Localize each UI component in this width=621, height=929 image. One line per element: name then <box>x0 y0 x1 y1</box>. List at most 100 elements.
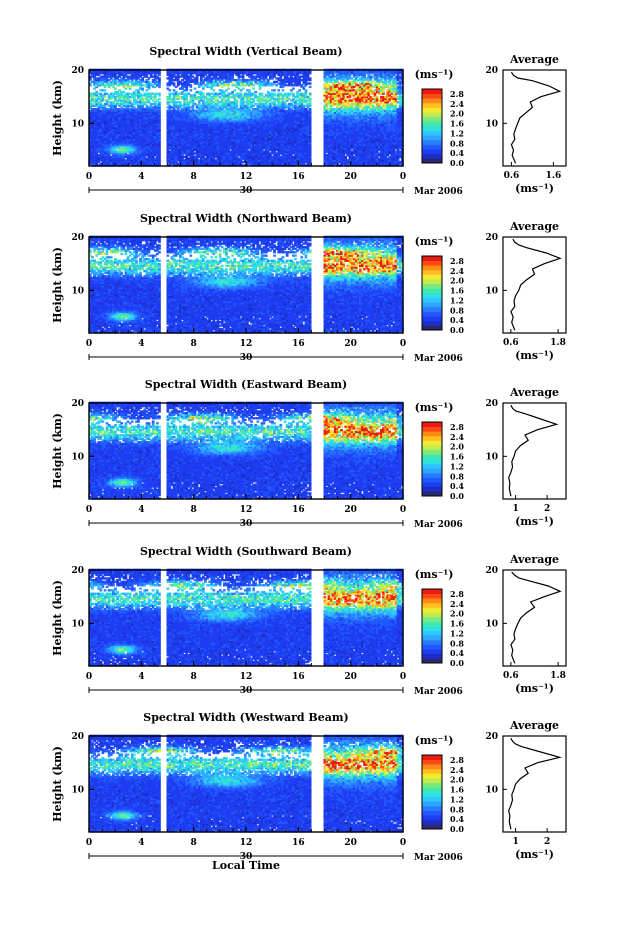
heatmap-cell <box>114 126 117 129</box>
heatmap-cell <box>143 108 147 111</box>
heatmap-cell <box>107 159 111 162</box>
heatmap-cell <box>174 125 178 128</box>
heatmap-cell <box>174 104 178 107</box>
heatmap-cell <box>118 119 121 123</box>
heatmap-cell <box>103 143 107 147</box>
heatmap-cell <box>179 125 182 128</box>
heatmap-cell <box>112 118 115 121</box>
heatmap-cell <box>97 97 101 100</box>
heatmap-cell <box>128 92 132 95</box>
heatmap-cell <box>97 160 101 164</box>
heatmap-cell <box>166 142 170 145</box>
heatmap-cell <box>135 140 138 143</box>
heatmap-cell <box>122 160 126 164</box>
heatmap-cell <box>124 87 128 90</box>
heatmap-cell <box>168 70 172 73</box>
heatmap-cell <box>107 130 111 133</box>
heatmap-cell <box>183 135 186 138</box>
heatmap-cell <box>97 142 101 145</box>
heatmap-cell <box>145 116 149 119</box>
heatmap-cell <box>97 106 101 109</box>
heatmap-cell <box>91 96 94 99</box>
heatmap-cell <box>118 137 121 140</box>
heatmap-cell <box>172 147 176 150</box>
heatmap-cell <box>126 85 130 89</box>
heatmap-cell <box>95 77 98 80</box>
heatmap-cell <box>122 147 126 150</box>
heatmap-cell <box>151 119 155 123</box>
heatmap-cell <box>153 73 157 77</box>
heatmap-cell <box>126 160 130 164</box>
heatmap-cell <box>153 135 157 138</box>
heatmap-cell <box>93 140 96 143</box>
heatmap-cell <box>149 148 153 152</box>
heatmap-cell <box>170 70 174 73</box>
heatmap-cell <box>174 79 178 82</box>
heatmap-cell <box>130 154 134 157</box>
heatmap-cell <box>179 75 182 78</box>
heatmap-cell <box>107 135 111 138</box>
heatmap-cell <box>126 119 130 123</box>
heatmap-cell <box>179 148 182 152</box>
heatmap-cell <box>149 70 153 73</box>
heatmap-cell <box>130 84 134 87</box>
heatmap-cell <box>141 87 144 90</box>
heatmap-cell <box>109 73 113 77</box>
heatmap-cell <box>170 135 174 138</box>
heatmap-cell <box>109 96 113 99</box>
heatmap-cell <box>114 90 117 94</box>
heatmap-cell <box>93 80 96 83</box>
heatmap-cell <box>168 99 172 102</box>
heatmap-cell <box>107 143 111 147</box>
heatmap-cell <box>122 123 126 126</box>
heatmap-cell <box>181 135 184 138</box>
heatmap-cell <box>101 99 105 102</box>
heatmap-cell <box>126 125 130 128</box>
heatmap-cell <box>181 70 184 73</box>
heatmap-cell <box>176 119 180 123</box>
heatmap-cell <box>168 131 172 135</box>
heatmap-cell <box>183 130 186 133</box>
heatmap-cell <box>141 138 144 141</box>
heatmap-cell <box>93 97 96 100</box>
heatmap-cell <box>130 148 134 152</box>
heatmap-cell <box>158 72 161 75</box>
heatmap-cell <box>133 109 136 112</box>
heatmap-cell <box>139 109 142 112</box>
heatmap-cell <box>181 148 184 152</box>
heatmap-cell <box>166 113 170 116</box>
heatmap-cell <box>114 159 117 162</box>
heatmap-cell <box>95 128 98 131</box>
heatmap-cell <box>172 96 176 99</box>
heatmap-cell <box>139 97 142 100</box>
heatmap-cell <box>114 118 117 121</box>
heatmap-cell <box>126 137 130 140</box>
heatmap-cell <box>135 99 138 102</box>
heatmap-cell <box>137 155 140 159</box>
heatmap-cell <box>124 145 128 148</box>
heatmap-cell <box>174 94 178 97</box>
heatmap-cell <box>141 125 144 128</box>
heatmap-cell <box>145 72 149 75</box>
heatmap-cell <box>103 102 107 106</box>
heatmap-cell <box>130 142 134 145</box>
heatmap-cell <box>101 160 105 164</box>
heatmap-cell <box>95 133 98 136</box>
heatmap-cell <box>128 130 132 133</box>
heatmap-cell <box>135 135 138 138</box>
heatmap-cell <box>99 145 103 148</box>
heatmap-cell <box>89 116 92 119</box>
heatmap-cell <box>277 89 281 92</box>
heatmap-cell <box>135 148 138 152</box>
heatmap-cell <box>156 70 159 73</box>
heatmap-cell <box>89 138 92 141</box>
heatmap-cell <box>147 116 151 119</box>
heatmap-cell <box>151 147 155 150</box>
heatmap-cell <box>181 150 184 153</box>
heatmap-cell <box>89 106 92 109</box>
heatmap-cell <box>179 160 182 164</box>
heatmap-cell <box>128 99 132 102</box>
heatmap-cell <box>97 92 101 95</box>
heatmap-cell <box>139 140 142 143</box>
heatmap-cell <box>93 152 96 155</box>
